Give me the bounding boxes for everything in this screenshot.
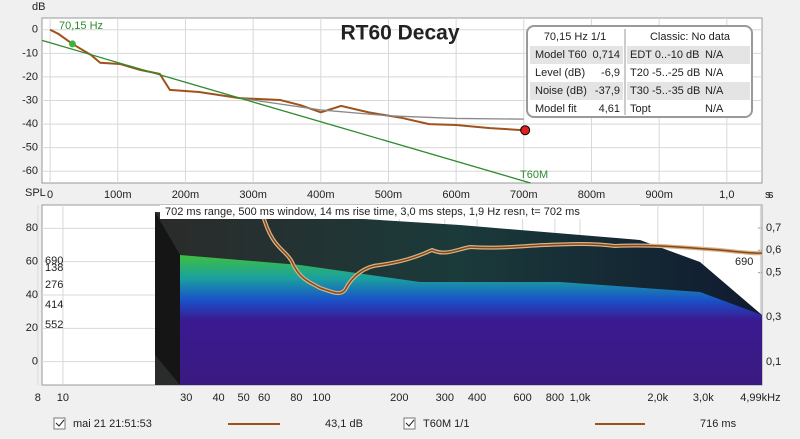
panel-cell: -37,9: [595, 85, 620, 97]
x-tick-label: 600: [513, 392, 531, 404]
x-tick-label: 200: [390, 392, 408, 404]
slice-label: 690: [45, 255, 63, 267]
y-tick-label: -10: [22, 47, 38, 59]
x-tick-label: 1,0: [719, 189, 734, 201]
x-tick-label: 60: [258, 392, 270, 404]
x-tick-label: 700m: [510, 189, 538, 201]
x-tick-label: 10: [57, 392, 69, 404]
y-tick-label: 20: [26, 322, 38, 334]
panel-cell: N/A: [705, 103, 724, 115]
x-tick-label: 400: [468, 392, 486, 404]
x-tick-label: 8: [35, 392, 41, 404]
x-tick-label: 30: [180, 392, 192, 404]
slice-label: 552: [45, 319, 63, 331]
checkbox[interactable]: [53, 417, 66, 430]
row-bg: [530, 46, 623, 64]
marker-label: 70,15 Hz: [59, 20, 103, 32]
panel-cell: T20 -5..-25 dB: [630, 67, 700, 79]
x-tick-label: 400m: [307, 189, 335, 201]
checkbox[interactable]: [403, 417, 416, 430]
y-tick-label: -40: [22, 118, 38, 130]
y-tick-label: 0: [32, 24, 38, 36]
x-tick-label: 40: [212, 392, 224, 404]
info-bg: [160, 205, 640, 219]
marker-point: [68, 40, 76, 48]
waterfall-y2-label: s: [765, 189, 771, 201]
end-point: [520, 125, 531, 136]
panel-cell: 4,61: [599, 103, 620, 115]
panel-cell: Topt: [630, 103, 651, 115]
panel-cell: EDT 0..-10 dB: [630, 49, 700, 61]
row-bg: [627, 46, 750, 64]
slice-label: 138: [45, 262, 63, 274]
x-tick-label: 0: [47, 189, 53, 201]
x-tick-label: 300m: [239, 189, 267, 201]
x-tick-label: 200m: [172, 189, 200, 201]
slice-label: 690: [735, 256, 753, 268]
panel-cell: Model fit: [535, 103, 577, 115]
x-tick-label: 1,0k: [570, 392, 591, 404]
waterfall-y-label: SPL: [25, 187, 46, 199]
y2-tick-label: 0,3: [766, 311, 781, 323]
x-tick-label: 900m: [645, 189, 673, 201]
x-tick-label: 800m: [578, 189, 606, 201]
x-tick-label: 600m: [442, 189, 470, 201]
curve: [41, 39, 531, 184]
y2-tick-label: 0,1: [766, 356, 781, 368]
status-text: 43,1 dB: [325, 418, 363, 430]
panel-cell: N/A: [705, 67, 724, 79]
x-tick-label: 80: [290, 392, 302, 404]
row-bg: [627, 82, 750, 100]
x-tick-label: 800: [546, 392, 564, 404]
panel-cell: T30 -5..-35 dB: [630, 85, 700, 97]
y2-tick-label: 0,5: [766, 267, 781, 279]
x-tick-label: 4,99kHz: [740, 392, 780, 404]
x-tick-label: 100: [312, 392, 330, 404]
x-tick-label: 300: [436, 392, 454, 404]
slice-label: 276: [45, 279, 63, 291]
y-tick-label: 40: [26, 289, 38, 301]
y2-tick-label: 0,7: [766, 222, 781, 234]
row-bg: [530, 82, 623, 100]
x-tick-label: 100m: [104, 189, 132, 201]
slice-label: 414: [45, 299, 63, 311]
panel-cell: Level (dB): [535, 67, 585, 79]
status-text: 716 ms: [700, 418, 737, 430]
panel-cell: 0,714: [592, 49, 620, 61]
panel-header: Classic: No data: [650, 31, 731, 43]
waterfall-info: 702 ms range, 500 ms window, 14 ms rise …: [165, 206, 580, 218]
y-tick-label: 60: [26, 256, 38, 268]
panel-cell: Noise (dB): [535, 85, 587, 97]
panel-cell: N/A: [705, 85, 724, 97]
y-tick-label: -50: [22, 142, 38, 154]
panel-cell: -6,9: [601, 67, 620, 79]
x-tick-label: 3,0k: [693, 392, 714, 404]
status-text: mai 21 21:51:53: [73, 418, 152, 430]
panel-cell: N/A: [705, 49, 724, 61]
x-tick-label: 500m: [375, 189, 403, 201]
status-text: T60M 1/1: [423, 418, 469, 430]
x-tick-label: 2,0k: [647, 392, 668, 404]
y-tick-label: -20: [22, 71, 38, 83]
curve: [239, 97, 524, 120]
x-axis-label: s: [768, 189, 774, 201]
fit-label: T60M: [520, 169, 548, 181]
chart-title: RT60 Decay: [340, 22, 459, 45]
y-tick-label: -60: [22, 165, 38, 177]
y-tick-label: -30: [22, 94, 38, 106]
waterfall-surface: [155, 211, 763, 385]
y-tick-label: 80: [26, 222, 38, 234]
y-tick-label: 0: [32, 356, 38, 368]
panel-cell: Model T60: [535, 49, 587, 61]
y-axis-label: dB: [32, 1, 45, 13]
y2-tick-label: 0,6: [766, 244, 781, 256]
x-tick-label: 50: [237, 392, 249, 404]
panel-header: 70,15 Hz 1/1: [544, 31, 606, 43]
status-bar: mai 21 21:51:53 43,1 dB T60M 1/1 716 ms: [53, 417, 737, 430]
